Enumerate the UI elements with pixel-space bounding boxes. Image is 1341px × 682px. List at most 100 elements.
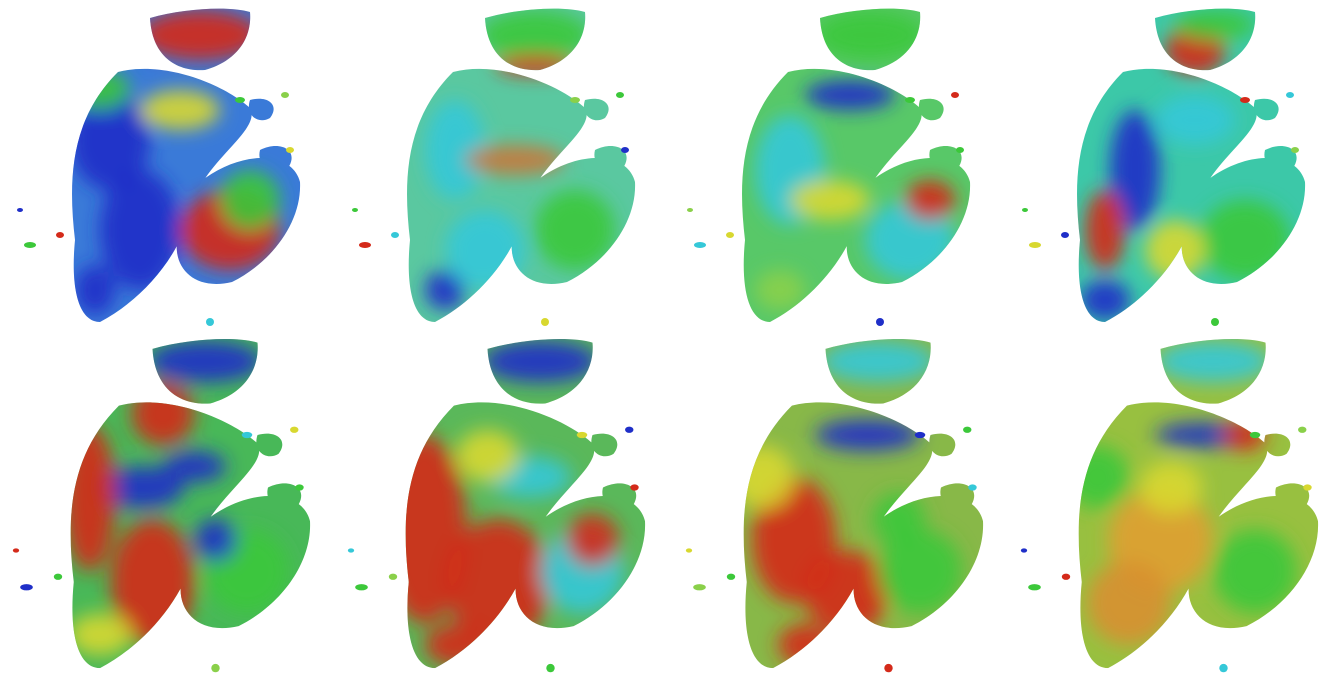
- color-patch: [820, 341, 936, 383]
- color-patch: [69, 614, 132, 656]
- fragment: [686, 548, 692, 552]
- color-patch: [1200, 200, 1290, 280]
- fragment: [242, 432, 253, 438]
- fragment: [1028, 584, 1041, 590]
- surface: [0, 0, 335, 338]
- fragment: [206, 318, 214, 326]
- fragment: [1291, 147, 1299, 153]
- surface-base: [668, 330, 1020, 677]
- fragment: [968, 484, 976, 490]
- fragment: [211, 664, 219, 672]
- color-patch: [220, 170, 280, 230]
- color-patch: [456, 430, 519, 483]
- fragment: [1240, 97, 1250, 103]
- fragment: [956, 147, 964, 153]
- color-patch: [815, 419, 920, 451]
- color-patch: [482, 341, 598, 383]
- fragment: [915, 432, 926, 438]
- fragment: [541, 318, 549, 326]
- fragment: [1298, 427, 1306, 433]
- color-patch: [731, 446, 794, 509]
- render-panel: [335, 0, 670, 338]
- fragment: [727, 574, 735, 580]
- fragment: [13, 548, 19, 552]
- color-patch: [63, 425, 115, 572]
- color-patch: [75, 265, 115, 315]
- color-patch: [194, 519, 236, 561]
- surface: [1003, 330, 1341, 677]
- fragment: [391, 232, 399, 238]
- fragment: [951, 92, 959, 98]
- color-patch: [425, 624, 488, 666]
- fragment: [546, 664, 554, 672]
- fragment: [1061, 232, 1069, 238]
- color-patch: [805, 551, 889, 635]
- surface: [668, 330, 1020, 677]
- color-patch: [1066, 446, 1129, 509]
- fragment: [694, 242, 706, 248]
- fragment: [56, 232, 64, 238]
- render-panel: [668, 330, 1020, 677]
- fragment: [24, 242, 36, 248]
- color-patch: [1175, 10, 1255, 40]
- render-panel: [0, 330, 347, 677]
- fragment: [1021, 548, 1027, 552]
- fragment: [290, 427, 298, 433]
- fragment: [621, 147, 629, 153]
- render-panel: [1003, 330, 1341, 677]
- render-panel: [1005, 0, 1340, 338]
- color-patch: [1085, 190, 1125, 270]
- fragment: [905, 97, 915, 103]
- fragment: [1211, 318, 1219, 326]
- fragment: [616, 92, 624, 98]
- render-panel: [670, 0, 1005, 338]
- color-patch: [495, 55, 575, 75]
- color-patch: [70, 70, 130, 110]
- fragment: [17, 208, 23, 212]
- fragment: [876, 318, 884, 326]
- color-patch: [790, 180, 870, 220]
- fragment: [570, 97, 580, 103]
- color-patch: [1213, 530, 1297, 614]
- fragment: [54, 574, 62, 580]
- surface-base: [0, 330, 347, 677]
- fragment: [1303, 484, 1311, 490]
- color-patch: [140, 90, 220, 130]
- fragment: [355, 584, 368, 590]
- fragment: [286, 147, 294, 153]
- fragment: [687, 208, 693, 212]
- fragment: [235, 97, 245, 103]
- color-patch: [132, 383, 195, 446]
- fragment: [1286, 92, 1294, 98]
- color-patch: [425, 100, 485, 200]
- fragment: [630, 484, 638, 490]
- color-patch: [445, 210, 525, 290]
- surface: [0, 330, 347, 677]
- render-panel: [330, 330, 682, 677]
- color-patch: [1080, 280, 1130, 320]
- fragment: [1029, 242, 1041, 248]
- color-patch: [100, 170, 180, 290]
- color-patch: [163, 451, 226, 483]
- surface-base: [330, 330, 682, 677]
- fragment: [348, 548, 354, 552]
- color-patch: [140, 10, 260, 60]
- fragment: [281, 92, 289, 98]
- figure: [0, 0, 1341, 677]
- fragment: [1062, 574, 1070, 580]
- fragment: [963, 427, 971, 433]
- color-patch: [535, 190, 615, 270]
- color-patch: [815, 10, 925, 60]
- fragment: [352, 208, 358, 212]
- color-patch: [480, 10, 590, 60]
- surface: [670, 0, 1005, 338]
- fragment: [1022, 208, 1028, 212]
- color-patch: [805, 80, 895, 110]
- surface: [335, 0, 670, 338]
- color-patch: [1140, 461, 1203, 514]
- fragment: [1219, 664, 1227, 672]
- fragment: [359, 242, 371, 248]
- color-patch: [1145, 220, 1205, 280]
- color-patch: [1087, 561, 1171, 645]
- fragment: [20, 584, 33, 590]
